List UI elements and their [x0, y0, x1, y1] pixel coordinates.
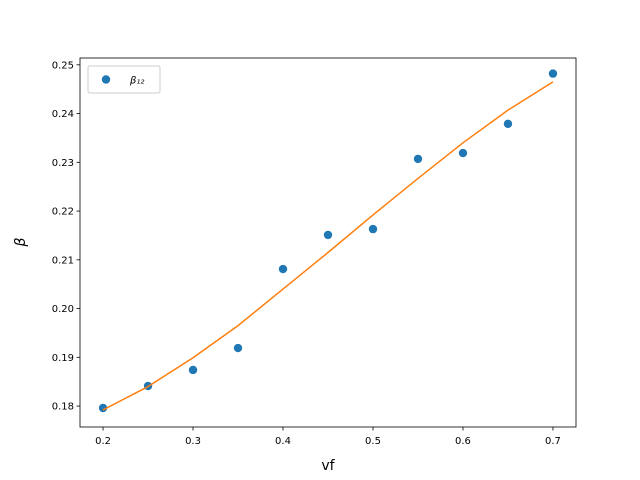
x-tick-label: 0.4	[275, 436, 291, 447]
data-point	[458, 148, 468, 158]
y-tick-label: 0.23	[52, 158, 74, 169]
y-tick-label: 0.19	[52, 353, 74, 364]
y-tick-label: 0.24	[52, 109, 74, 120]
legend-label: β₁₂	[129, 76, 144, 87]
x-tick-label: 0.2	[95, 436, 111, 447]
y-tick-label: 0.18	[52, 402, 74, 413]
data-point	[98, 403, 108, 413]
data-point	[548, 69, 558, 78]
legend-swatch	[101, 75, 111, 84]
data-point	[503, 119, 513, 129]
x-tick-label: 0.5	[365, 436, 381, 447]
y-axis-label: β	[13, 237, 29, 247]
y-tick-label: 0.22	[52, 207, 74, 218]
fit-line	[102, 81, 554, 411]
data-point	[233, 343, 243, 353]
x-tick-label: 0.7	[545, 436, 561, 447]
legend-box	[87, 65, 161, 94]
data-point	[188, 365, 198, 375]
data-point	[323, 230, 333, 240]
data-point	[278, 264, 288, 274]
x-tick-label: 0.6	[455, 436, 471, 447]
data-point	[368, 224, 378, 234]
y-tick-label: 0.21	[52, 255, 74, 266]
x-tick-label: 0.3	[185, 436, 201, 447]
plot-frame	[79, 57, 577, 428]
y-tick-label: 0.20	[52, 304, 74, 315]
y-tick-label: 0.25	[52, 60, 74, 71]
x-axis-label: vf	[321, 458, 335, 474]
data-point	[413, 154, 423, 164]
